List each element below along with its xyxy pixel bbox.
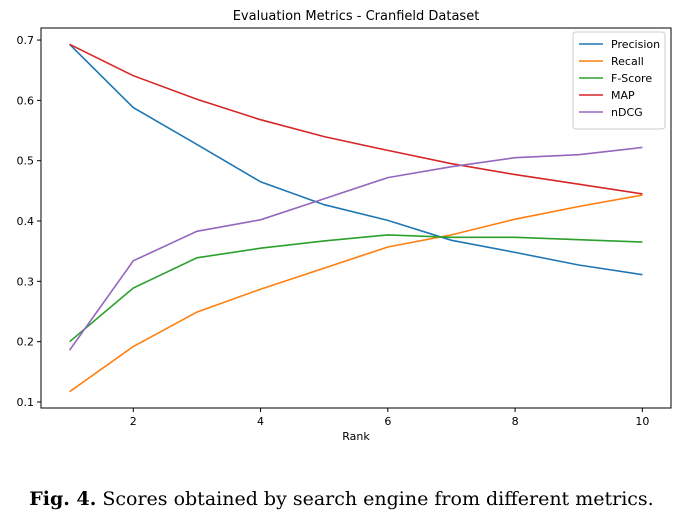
series-line-precision [69, 43, 643, 276]
figure-caption: Fig. 4. Scores obtained by search engine… [0, 488, 683, 510]
x-tick-label: 6 [384, 415, 391, 428]
figure-caption-text: Scores obtained by search engine from di… [96, 488, 654, 510]
y-tick-label: 0.5 [17, 155, 35, 168]
y-tick-label: 0.2 [17, 336, 35, 349]
legend-label: nDCG [611, 106, 643, 119]
series-line-recall [69, 194, 643, 393]
y-tick-label: 0.1 [17, 396, 35, 409]
legend-box [572, 31, 666, 130]
x-tick-label: 8 [512, 415, 519, 428]
line-chart: Evaluation Metrics - Cranfield Dataset 0… [17, 9, 672, 443]
y-tick-label: 0.3 [17, 275, 35, 288]
y-tick-label: 0.7 [17, 34, 35, 47]
legend-label: MAP [611, 89, 635, 102]
plot-frame [40, 27, 672, 409]
x-tick-label: 4 [257, 415, 264, 428]
axes: 0.1 0.2 0.3 0.4 0.5 0.6 0.7 2 4 6 8 10 [17, 34, 650, 428]
x-axis-label: Rank [342, 430, 370, 443]
y-tick-label: 0.6 [17, 94, 35, 107]
series-line-ndcg [68, 146, 643, 351]
legend-label: Recall [611, 55, 644, 68]
y-tick-label: 0.4 [17, 215, 35, 228]
x-tick-label: 10 [635, 415, 649, 428]
legend-label: Precision [611, 38, 660, 51]
legend-label: F-Score [611, 72, 652, 85]
series-line-f-score [69, 234, 643, 343]
series-lines [68, 43, 643, 393]
chart-title: Evaluation Metrics - Cranfield Dataset [233, 9, 480, 24]
figure-caption-label: Fig. 4. [29, 488, 97, 510]
series-line-map [69, 43, 643, 195]
x-tick-label: 2 [130, 415, 137, 428]
legend: Precision Recall F-Score MAP nDCG [572, 31, 666, 130]
